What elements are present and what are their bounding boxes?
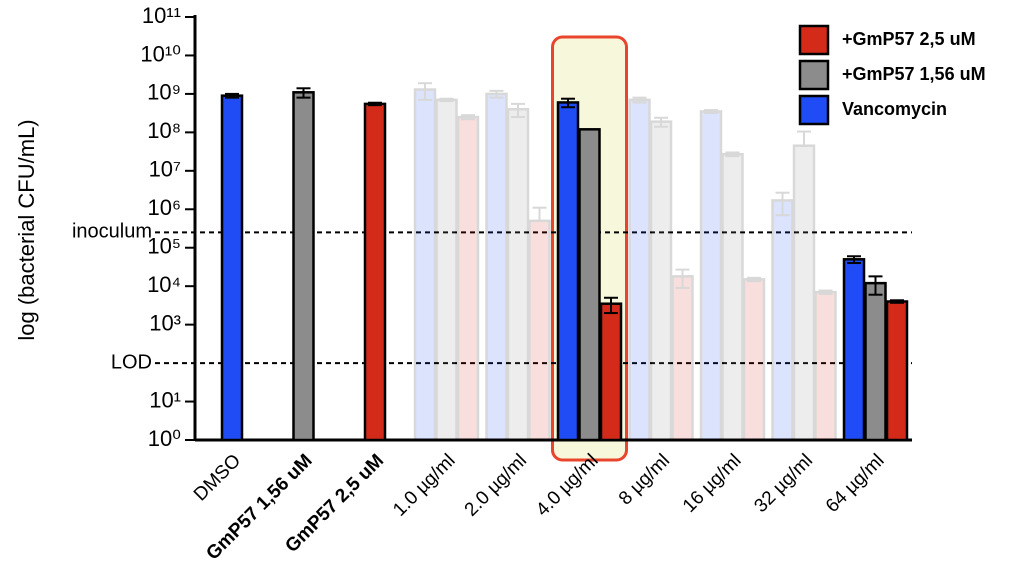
- bar: [649, 120, 673, 442]
- bar-group: [842, 255, 909, 442]
- x-tick-label: 16 µg/ml: [679, 450, 746, 517]
- bar: [864, 281, 887, 442]
- x-tick-label: 2.0 µg/ml: [461, 450, 531, 520]
- bar: [885, 300, 909, 442]
- legend-label: +GmP57 1,56 uM: [842, 64, 986, 84]
- bar: [292, 91, 315, 442]
- y-tick-label: 10⁸: [147, 118, 181, 143]
- legend-swatch: [798, 94, 830, 126]
- bar: [771, 199, 794, 442]
- y-tick-label: 10¹⁰: [140, 41, 181, 66]
- bar-group: [485, 89, 551, 442]
- reference-label: LOD: [111, 351, 152, 373]
- bar-group: [771, 130, 837, 442]
- bar: [671, 275, 694, 442]
- bar: [363, 102, 387, 442]
- bar-group: [220, 92, 244, 442]
- y-tick-label: 10¹: [149, 387, 181, 412]
- y-tick-label: 10⁵: [147, 234, 181, 259]
- bar: [792, 144, 816, 442]
- legend-swatch: [798, 24, 830, 56]
- bar: [528, 219, 551, 442]
- bar: [721, 152, 744, 442]
- y-tick-label: 10⁴: [147, 272, 181, 297]
- x-tick-label: 32 µg/ml: [750, 450, 817, 517]
- bar: [485, 92, 508, 442]
- reference-label: inoculum: [72, 221, 152, 243]
- bar-group: [292, 87, 315, 442]
- bar: [742, 278, 766, 442]
- x-tick-label: 8 µg/ml: [615, 450, 674, 509]
- bar: [435, 98, 458, 442]
- bar-group: [699, 109, 766, 442]
- legend-swatch: [798, 59, 830, 91]
- bar-group: [628, 96, 694, 442]
- bar: [599, 302, 623, 442]
- bar: [842, 258, 866, 442]
- bar-group: [363, 101, 387, 442]
- bar: [456, 115, 480, 442]
- bar-group: [556, 97, 623, 442]
- legend-label: +GmP57 2,5 uM: [842, 29, 976, 49]
- bar: [413, 88, 437, 442]
- y-tick-label: 10¹¹: [142, 3, 181, 28]
- y-tick-label: 10⁷: [149, 157, 181, 182]
- y-tick-label: 10³: [149, 310, 181, 335]
- y-axis-label: log (bacterial CFU/mL): [14, 119, 39, 340]
- bar: [814, 290, 837, 442]
- bar: [506, 107, 530, 442]
- bar: [628, 98, 651, 442]
- bar-group: [413, 82, 480, 442]
- y-tick-label: 10⁹: [147, 80, 181, 105]
- x-tick-label: 1.0 µg/ml: [389, 450, 459, 520]
- bar: [556, 101, 580, 442]
- x-tick-label: 64 µg/ml: [822, 450, 889, 517]
- legend-label: Vancomycin: [842, 99, 947, 119]
- bar: [220, 94, 244, 442]
- bar: [578, 128, 601, 442]
- y-tick-label: 10⁰: [148, 426, 181, 451]
- bar: [699, 110, 723, 442]
- y-tick-label: 10⁶: [147, 195, 181, 220]
- x-tick-label: DMSO: [190, 450, 245, 505]
